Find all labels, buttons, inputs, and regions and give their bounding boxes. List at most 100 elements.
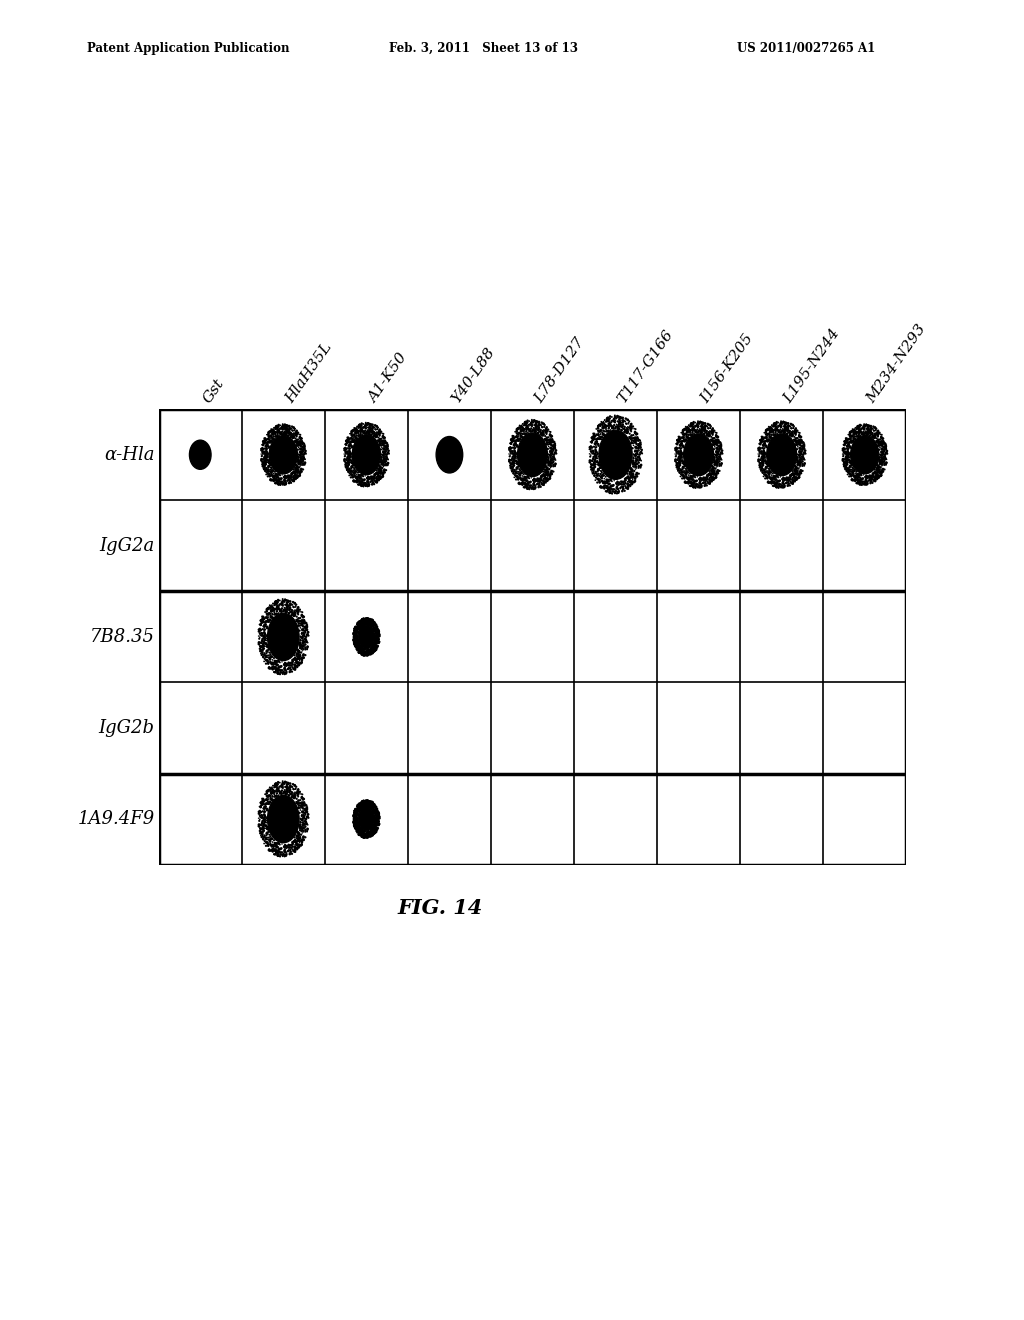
Point: [345, 467, 361, 488]
Point: [294, 648, 310, 669]
Point: [355, 791, 372, 812]
Point: [670, 444, 686, 465]
Point: [685, 412, 701, 433]
Point: [350, 474, 367, 495]
Point: [509, 418, 525, 440]
Point: [369, 632, 385, 653]
Point: [364, 614, 380, 635]
Point: [339, 426, 355, 447]
Point: [367, 614, 383, 635]
Point: [271, 781, 288, 803]
Point: [765, 424, 781, 445]
Point: [357, 639, 374, 660]
Point: [776, 469, 793, 490]
Point: [297, 803, 313, 824]
Point: [352, 615, 369, 636]
Point: [295, 795, 311, 816]
Point: [769, 466, 785, 487]
Point: [623, 416, 639, 437]
Point: [751, 440, 767, 461]
Point: [287, 830, 303, 851]
Point: [355, 422, 372, 444]
Point: [252, 796, 268, 817]
Point: [524, 470, 541, 491]
Point: [675, 458, 691, 479]
Point: [842, 461, 858, 482]
Point: [683, 414, 699, 436]
Point: [360, 791, 377, 812]
Point: [369, 812, 385, 833]
Point: [354, 639, 371, 660]
Point: [505, 451, 521, 473]
Point: [257, 459, 273, 480]
Point: [368, 634, 384, 655]
Point: [337, 441, 353, 462]
Point: [353, 642, 370, 663]
Point: [376, 442, 392, 463]
Point: [671, 453, 687, 474]
Point: [355, 824, 372, 845]
Point: [844, 463, 860, 484]
Point: [364, 611, 380, 632]
Point: [841, 432, 857, 453]
Point: [293, 649, 309, 671]
Point: [616, 416, 633, 437]
Point: [538, 418, 554, 440]
Point: [287, 775, 303, 796]
Point: [512, 459, 528, 480]
Point: [628, 454, 644, 475]
Point: [677, 424, 693, 445]
Point: [504, 430, 520, 451]
Point: [289, 457, 305, 478]
Point: [258, 818, 274, 840]
Point: [760, 465, 776, 486]
Point: [366, 635, 382, 656]
Point: [283, 465, 299, 486]
Point: [369, 624, 385, 645]
Point: [361, 640, 378, 661]
Point: [255, 636, 271, 657]
Point: [282, 601, 298, 622]
Point: [860, 420, 877, 441]
Point: [868, 465, 885, 486]
Point: [790, 453, 806, 474]
Point: [688, 474, 705, 495]
Point: [268, 776, 285, 797]
Point: [294, 834, 310, 855]
Point: [294, 652, 310, 673]
Point: [347, 636, 364, 657]
Point: [364, 797, 380, 818]
Point: [605, 480, 622, 502]
Point: [842, 447, 858, 469]
Point: [583, 445, 599, 466]
Point: [353, 795, 370, 816]
Point: [761, 463, 777, 484]
Point: [592, 473, 608, 494]
Point: [879, 451, 895, 473]
Point: [517, 467, 534, 488]
Point: [294, 444, 310, 465]
Point: [701, 422, 718, 444]
Point: [767, 473, 783, 494]
Point: [364, 422, 380, 444]
Point: [751, 438, 767, 459]
Point: [531, 413, 548, 434]
Point: [756, 438, 772, 459]
Point: [351, 414, 368, 436]
Point: [766, 471, 782, 492]
Point: [782, 416, 799, 437]
Point: [536, 424, 552, 445]
Point: [348, 628, 365, 649]
Point: [253, 824, 269, 845]
Point: [701, 470, 718, 491]
Point: [255, 451, 271, 473]
Point: [368, 809, 384, 830]
Point: [366, 799, 382, 820]
Point: [369, 813, 385, 834]
Point: [762, 421, 778, 442]
Point: [357, 614, 374, 635]
Point: [283, 657, 299, 678]
Point: [847, 429, 863, 450]
Point: [702, 466, 719, 487]
Point: [372, 462, 388, 483]
